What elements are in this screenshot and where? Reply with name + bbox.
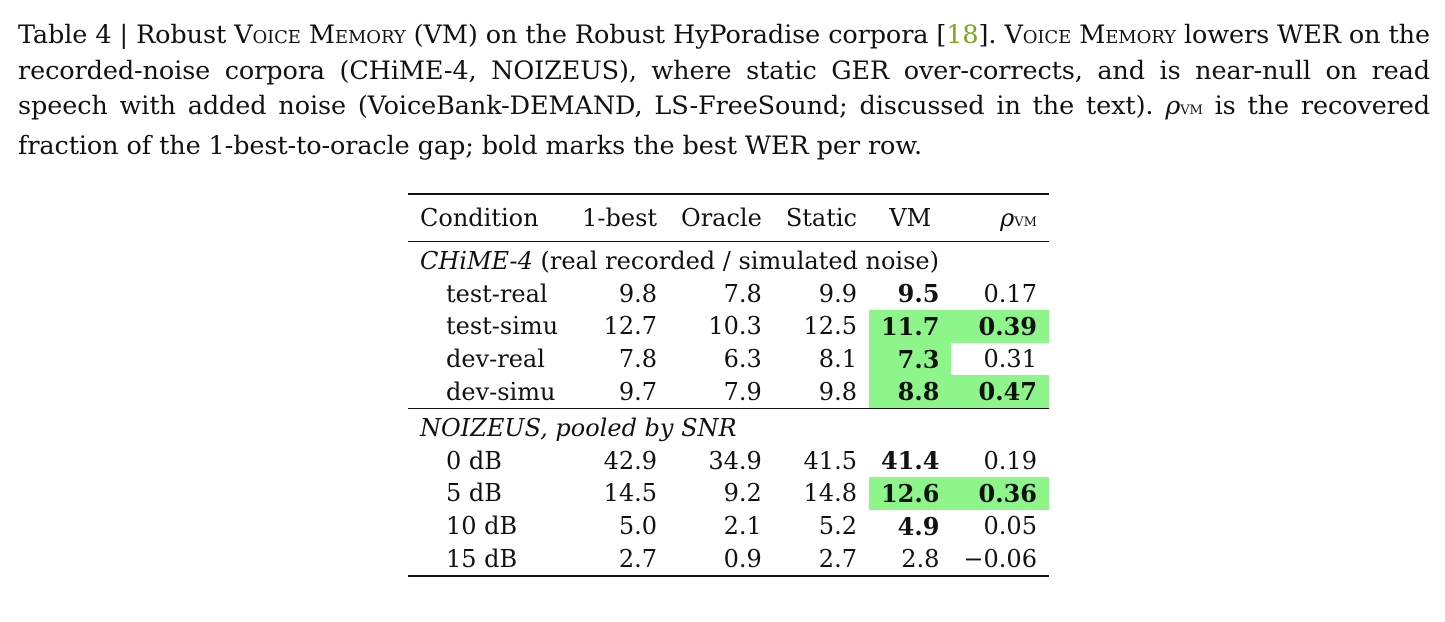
cell-1best: 2.7: [618, 544, 658, 573]
table-row: test-real 9.8 7.8 9.9 9.5 0.17: [408, 278, 1049, 311]
caption-text-2: ].: [978, 20, 1005, 50]
header-row: Condition 1-best Oracle Static VM ρVM: [408, 194, 1049, 242]
table-row: dev-real 7.8 6.3 8.1 7.3 0.31: [408, 342, 1049, 376]
cell-rho: −0.06: [963, 544, 1037, 573]
cell-rho: 0.31: [983, 345, 1037, 374]
cell-static: 5.2: [818, 512, 857, 541]
table-row: test-simu 12.7 10.3 12.5 11.7 0.39: [408, 310, 1049, 343]
cell-static: 8.1: [818, 345, 857, 374]
cell-vm: 2.8: [901, 544, 940, 573]
cell-condition: 5 dB: [446, 479, 502, 508]
group-header-row: NOIZEUS, pooled by SNR: [408, 408, 1049, 444]
cell-vm: 41.4: [880, 446, 940, 476]
group-title: NOIZEUS, pooled by SNR: [408, 408, 1049, 444]
group-title: CHiME-4 (real recorded / simulated noise…: [408, 242, 1049, 278]
cell-oracle: 6.3: [723, 345, 762, 374]
cell-1best: 14.5: [603, 479, 658, 508]
table-row: 0 dB 42.9 34.9 41.5 41.4 0.19: [408, 445, 1049, 478]
group-title-rest: (real recorded / simulated noise): [532, 247, 939, 276]
cell-oracle: 34.9: [708, 446, 762, 475]
cell-vm: 7.3: [868, 342, 952, 376]
cell-oracle: 9.2: [723, 479, 762, 508]
header-rho-subscript: VM: [1014, 215, 1037, 230]
cell-oracle: 10.3: [708, 312, 762, 341]
caption-prefix: Table 4 | Robust: [18, 20, 235, 50]
table-row: dev-simu 9.7 7.9 9.8 8.8 0.47: [408, 375, 1049, 409]
caption-system-name: Voice Memory: [234, 20, 406, 50]
caption-suffix: is the recovered fraction of the 1-best-…: [18, 91, 1430, 161]
cell-oracle: 2.1: [723, 512, 762, 541]
header-vm: VM: [889, 204, 932, 232]
cell-rho: 0.36: [951, 477, 1049, 510]
results-table: Condition 1-best Oracle Static VM ρVM CH…: [408, 193, 1049, 577]
table-row: 15 dB 2.7 0.9 2.7 2.8 −0.06: [408, 542, 1049, 576]
cell-condition: dev-real: [446, 345, 545, 374]
group-title-italic: NOIZEUS, pooled by SNR: [420, 414, 737, 443]
results-table-container: Condition 1-best Oracle Static VM ρVM CH…: [408, 193, 1049, 577]
cell-rho: 0.17: [983, 279, 1037, 308]
cell-vm: 9.5: [897, 279, 940, 309]
cell-static: 41.5: [803, 446, 857, 475]
cell-oracle: 0.9: [723, 544, 762, 573]
cell-oracle: 7.8: [723, 279, 762, 308]
caption-system-name-2: Voice Memory: [1004, 20, 1176, 50]
group-header-row: CHiME-4 (real recorded / simulated noise…: [408, 241, 1049, 278]
cell-vm: 12.6: [868, 477, 952, 510]
cell-condition: 0 dB: [446, 446, 502, 475]
table-row: 10 dB 5.0 2.1 5.2 4.9 0.05: [408, 510, 1049, 543]
cell-static: 12.5: [803, 312, 857, 341]
caption-text-1: (VM) on the Robust HyPoradise corpora [: [405, 20, 947, 50]
cell-vm: 11.7: [868, 310, 952, 343]
cell-1best: 42.9: [603, 446, 658, 475]
cell-condition: 10 dB: [446, 512, 518, 541]
cell-static: 9.8: [818, 377, 857, 406]
cell-1best: 7.8: [618, 345, 658, 374]
cell-rho: 0.47: [951, 375, 1049, 409]
cell-static: 14.8: [803, 479, 857, 508]
cell-vm: 4.9: [897, 511, 940, 541]
header-condition: Condition: [420, 204, 539, 232]
cell-1best: 5.0: [618, 512, 658, 541]
citation-link[interactable]: 18: [946, 20, 979, 50]
cell-1best: 9.8: [618, 279, 658, 308]
cell-condition: 15 dB: [446, 544, 518, 573]
table-body: CHiME-4 (real recorded / simulated noise…: [408, 241, 1049, 576]
header-rho: ρVM: [951, 194, 1049, 242]
cell-static: 9.9: [818, 279, 857, 308]
caption-rho-symbol: ρ: [1165, 91, 1181, 121]
cell-condition: test-simu: [446, 312, 559, 341]
table-row: 5 dB 14.5 9.2 14.8 12.6 0.36: [408, 477, 1049, 510]
cell-condition: test-real: [446, 279, 548, 308]
header-1best: 1-best: [582, 204, 658, 232]
cell-1best: 9.7: [618, 377, 658, 406]
cell-rho: 0.19: [983, 446, 1037, 475]
cell-oracle: 7.9: [723, 377, 762, 406]
caption-text-3: lowers WER on the recorded-noise corpora…: [18, 20, 1430, 121]
header-oracle: Oracle: [681, 204, 762, 232]
cell-rho: 0.39: [951, 310, 1049, 343]
cell-static: 2.7: [818, 544, 857, 573]
cell-condition: dev-simu: [446, 377, 556, 406]
cell-rho: 0.05: [983, 512, 1037, 541]
header-static: Static: [785, 204, 857, 232]
cell-1best: 12.7: [603, 312, 658, 341]
cell-vm: 8.8: [868, 375, 952, 409]
header-rho-symbol: ρ: [1000, 204, 1015, 232]
table-caption: Table 4 | Robust Voice Memory (VM) on th…: [18, 18, 1430, 164]
caption-rho-subscript: VM: [1180, 103, 1203, 118]
group-title-italic: CHiME-4: [420, 247, 533, 276]
